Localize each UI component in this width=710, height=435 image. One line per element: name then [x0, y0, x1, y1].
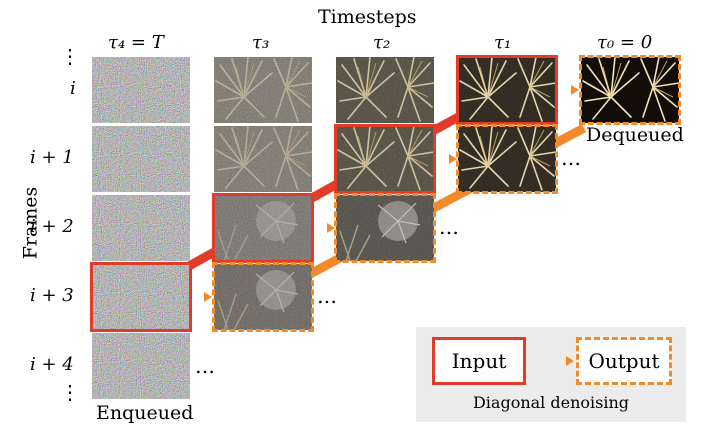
frame-i1-tau3: [214, 126, 312, 192]
enqueued-label: Enqueued: [96, 402, 194, 424]
frame-i-tau4: [92, 57, 190, 123]
frame-i3-tau3-output: [212, 262, 314, 332]
column-label-tau1: τ₁: [494, 32, 512, 53]
legend-panel: Input Output Diagonal denoising: [416, 327, 686, 422]
frame-i-tau0-output: [579, 55, 681, 125]
arrow-row-i1: [435, 154, 457, 164]
frame-i4-tau4: [92, 333, 190, 399]
column-label-tau4: τ₄ = T: [108, 32, 164, 53]
frame-i2-tau2-output: [334, 193, 436, 263]
legend-input-box: Input: [432, 337, 526, 385]
column-label-tau2: τ₂: [373, 32, 391, 53]
timesteps-title: Timesteps: [318, 6, 417, 28]
frame-i3-tau4-input: [90, 262, 192, 332]
ellipsis-row-i1: …: [561, 146, 582, 170]
frame-i-tau1-input: [456, 55, 558, 125]
bottom-vertical-ellipsis: ⋮: [60, 380, 80, 404]
frame-i-tau3: [214, 57, 312, 123]
legend-output-box: Output: [576, 337, 672, 385]
row-label-i-plus-2: i + 2: [30, 216, 74, 237]
ellipsis-row-i3: …: [317, 284, 338, 308]
legend-arrow: [526, 356, 574, 366]
arrow-row-i: [557, 85, 579, 95]
arrow-row-i3: [190, 292, 212, 302]
top-vertical-ellipsis: ⋮: [60, 44, 80, 68]
row-label-i-plus-3: i + 3: [30, 285, 74, 306]
frame-i1-tau2-input: [334, 124, 436, 194]
column-label-tau3: τ₃: [252, 32, 270, 53]
ellipsis-row-i2: …: [439, 215, 460, 239]
frame-i-tau2: [336, 57, 434, 123]
dequeued-label: Dequeued: [586, 124, 684, 146]
frame-i1-tau4: [92, 126, 190, 192]
row-label-i: i: [70, 78, 76, 99]
row-label-i-plus-4: i + 4: [30, 354, 74, 375]
arrow-row-i2: [313, 223, 335, 233]
row-label-i-plus-1: i + 1: [30, 147, 74, 168]
frame-i2-tau4: [92, 195, 190, 261]
frame-i1-tau1-output: [456, 124, 558, 194]
ellipsis-row-i4: …: [195, 354, 216, 378]
legend-caption: Diagonal denoising: [472, 393, 630, 412]
column-label-tau0: τ₀ = 0: [597, 32, 653, 53]
frame-i2-tau3-input: [212, 193, 314, 263]
